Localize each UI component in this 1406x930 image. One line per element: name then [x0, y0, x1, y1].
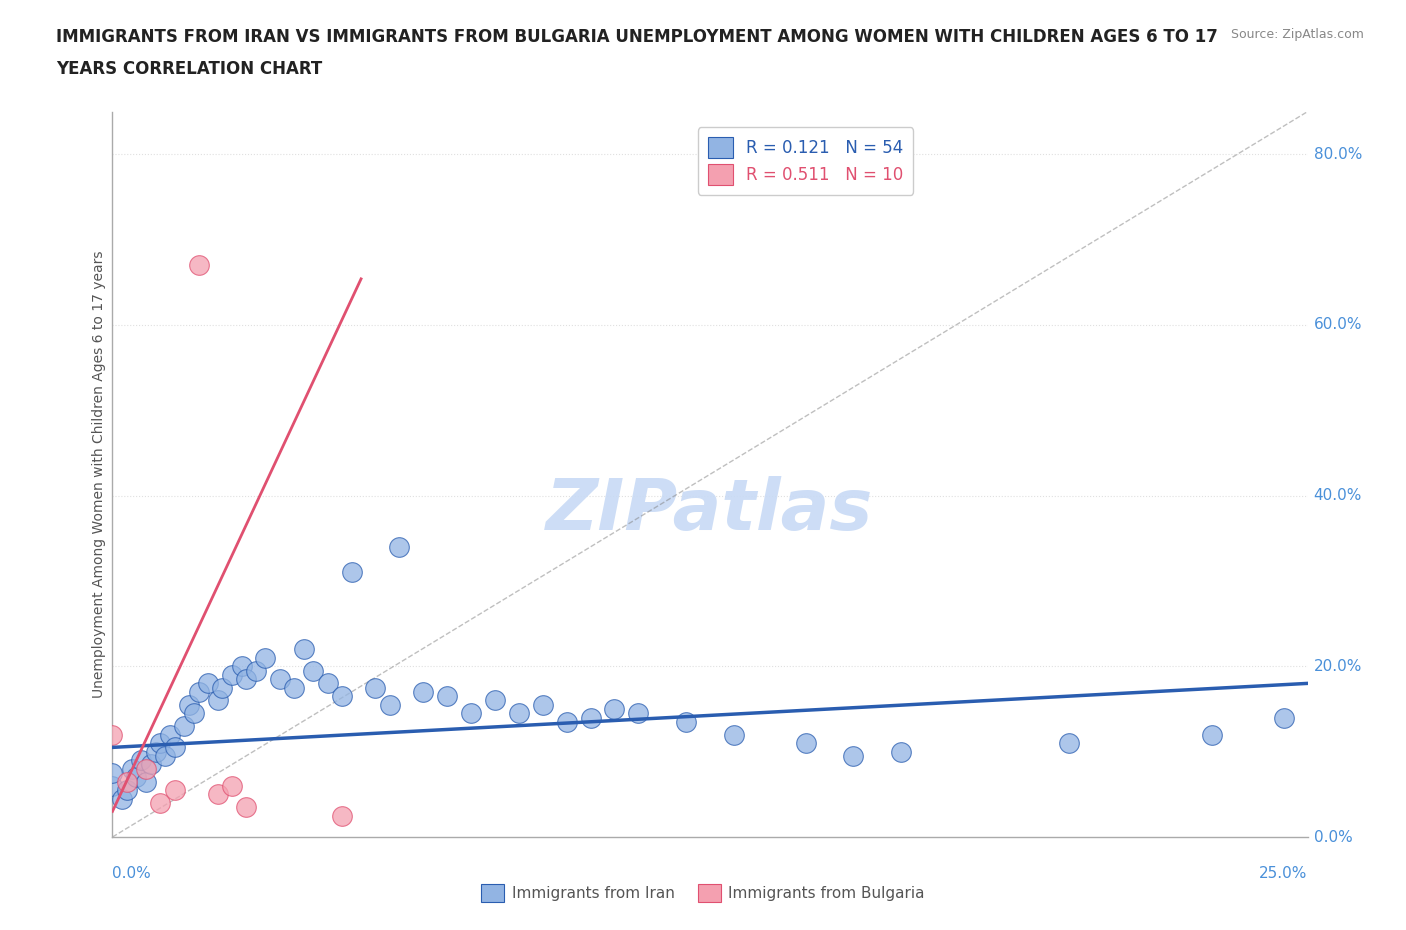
Point: [159, 727, 181, 742]
Point: [207, 693, 229, 708]
Point: [1272, 711, 1295, 725]
Point: [101, 778, 124, 793]
Point: [149, 736, 172, 751]
Text: 0.0%: 0.0%: [112, 866, 152, 881]
Point: [149, 795, 172, 810]
Point: [111, 791, 134, 806]
Point: [231, 658, 253, 673]
Point: [316, 676, 339, 691]
Point: [245, 663, 267, 678]
Point: [207, 787, 229, 802]
Text: IMMIGRANTS FROM IRAN VS IMMIGRANTS FROM BULGARIA UNEMPLOYMENT AMONG WOMEN WITH C: IMMIGRANTS FROM IRAN VS IMMIGRANTS FROM …: [56, 28, 1218, 46]
Point: [187, 258, 209, 272]
Point: [340, 565, 363, 580]
Text: 80.0%: 80.0%: [1313, 147, 1362, 162]
Point: [1057, 736, 1080, 751]
Point: [211, 680, 233, 695]
Point: [890, 744, 912, 759]
Point: [183, 706, 205, 721]
Point: [1201, 727, 1223, 742]
Point: [187, 684, 209, 699]
Point: [101, 727, 124, 742]
Point: [292, 642, 315, 657]
Point: [484, 693, 506, 708]
Point: [129, 752, 152, 767]
Point: [173, 719, 195, 734]
Y-axis label: Unemployment Among Women with Children Ages 6 to 17 years: Unemployment Among Women with Children A…: [91, 250, 105, 698]
Point: [330, 808, 353, 823]
Point: [269, 671, 291, 686]
Point: [139, 757, 162, 772]
Text: 40.0%: 40.0%: [1313, 488, 1362, 503]
Point: [153, 749, 176, 764]
Point: [163, 740, 186, 755]
Point: [302, 663, 325, 678]
Point: [508, 706, 530, 721]
Point: [283, 680, 305, 695]
Point: [135, 762, 157, 777]
Point: [675, 714, 697, 729]
Point: [221, 778, 243, 793]
Legend: Immigrants from Iran, Immigrants from Bulgaria: Immigrants from Iran, Immigrants from Bu…: [475, 878, 931, 909]
Point: [460, 706, 482, 721]
Point: [412, 684, 434, 699]
Point: [221, 668, 243, 683]
Point: [627, 706, 650, 721]
Text: 20.0%: 20.0%: [1313, 658, 1362, 674]
Point: [115, 783, 138, 798]
Point: [364, 680, 387, 695]
Point: [254, 650, 277, 665]
Point: [723, 727, 745, 742]
Text: Source: ZipAtlas.com: Source: ZipAtlas.com: [1230, 28, 1364, 41]
Point: [842, 749, 865, 764]
Point: [197, 676, 219, 691]
Point: [115, 774, 138, 789]
Point: [135, 774, 157, 789]
Point: [235, 671, 257, 686]
Point: [163, 783, 186, 798]
Point: [388, 539, 411, 554]
Point: [177, 698, 200, 712]
Point: [145, 744, 167, 759]
Legend: R = 0.121   N = 54, R = 0.511   N = 10: R = 0.121 N = 54, R = 0.511 N = 10: [697, 127, 914, 194]
Point: [436, 689, 458, 704]
Text: 25.0%: 25.0%: [1260, 866, 1308, 881]
Point: [101, 765, 124, 780]
Text: ZIPatlas: ZIPatlas: [547, 476, 873, 545]
Point: [794, 736, 817, 751]
Point: [125, 770, 148, 785]
Point: [603, 701, 626, 716]
Point: [330, 689, 353, 704]
Point: [121, 762, 143, 777]
Point: [555, 714, 578, 729]
Text: 60.0%: 60.0%: [1313, 317, 1362, 332]
Point: [235, 800, 257, 815]
Point: [531, 698, 554, 712]
Point: [579, 711, 602, 725]
Text: YEARS CORRELATION CHART: YEARS CORRELATION CHART: [56, 60, 322, 78]
Point: [378, 698, 401, 712]
Text: 0.0%: 0.0%: [1313, 830, 1353, 844]
